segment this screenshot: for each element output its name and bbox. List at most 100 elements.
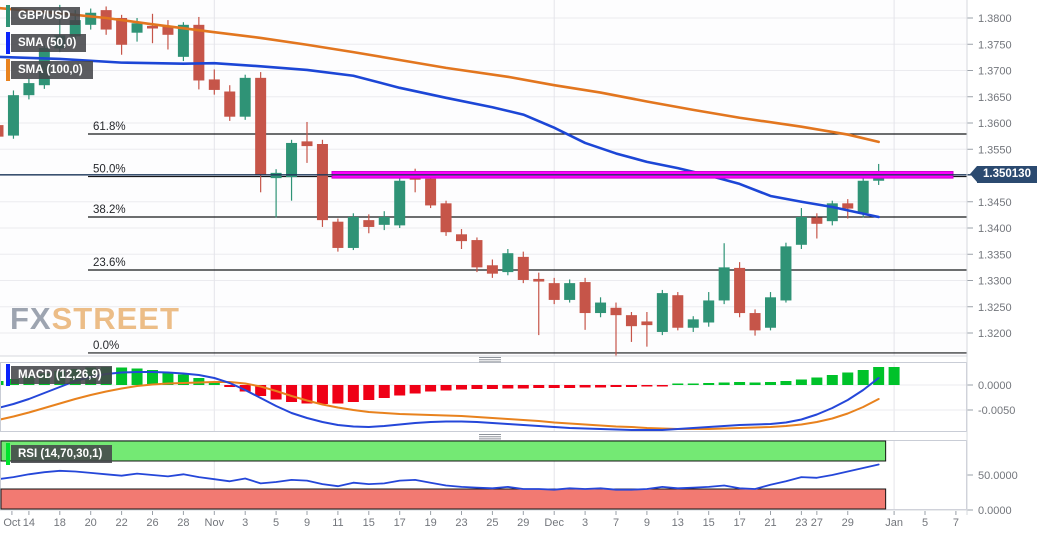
candle[interactable] xyxy=(85,8,97,30)
candle[interactable] xyxy=(239,74,251,120)
macd-histogram-bar[interactable] xyxy=(517,385,529,389)
candle[interactable] xyxy=(440,200,452,236)
candle-body[interactable] xyxy=(347,216,359,248)
candle[interactable] xyxy=(208,69,220,95)
price-axis[interactable]: 1.3800 1.3750 1.3700 1.3650 1.3600 1.3550 1.34… xyxy=(967,13,1018,517)
candle-body[interactable] xyxy=(23,83,35,96)
candle-body[interactable] xyxy=(224,91,236,117)
macd-histogram-bar[interactable] xyxy=(842,372,854,386)
candle[interactable] xyxy=(857,176,869,218)
candle-body[interactable] xyxy=(486,265,498,274)
macd-histogram-bar[interactable] xyxy=(718,382,730,386)
candle-body[interactable] xyxy=(440,203,452,233)
macd-histogram-bar[interactable] xyxy=(270,385,282,400)
candle-body[interactable] xyxy=(765,297,776,328)
candle-body[interactable] xyxy=(811,217,823,224)
candle-body[interactable] xyxy=(857,180,869,214)
candle[interactable] xyxy=(347,213,359,251)
candle-body[interactable] xyxy=(69,20,81,37)
candle-body[interactable] xyxy=(641,321,653,326)
macd-histogram-bar[interactable] xyxy=(888,367,900,385)
macd-histogram-bar[interactable] xyxy=(502,385,514,389)
candle[interactable] xyxy=(564,279,576,303)
macd-histogram-bar[interactable] xyxy=(301,385,313,404)
rsi-line[interactable] xyxy=(0,463,880,491)
macd-line[interactable] xyxy=(0,371,880,431)
candle[interactable] xyxy=(672,292,684,331)
macd-histogram-bar[interactable] xyxy=(857,370,869,385)
candle[interactable] xyxy=(703,292,715,327)
candle[interactable] xyxy=(23,78,35,100)
candle-body[interactable] xyxy=(255,77,267,176)
time-axis[interactable]: Oct 14 18 20 22 26 28 Nov 3 5 9 11 15 17 19 23 25 29 Dec 3 7… xyxy=(3,511,959,529)
macd-histogram-bar[interactable] xyxy=(595,385,607,388)
candle[interactable] xyxy=(610,302,622,357)
candle[interactable] xyxy=(316,139,328,227)
panel-resize-handle[interactable] xyxy=(479,434,501,440)
candle[interactable] xyxy=(486,259,498,278)
candle[interactable] xyxy=(641,312,653,347)
candle-body[interactable] xyxy=(116,18,128,45)
candle-body[interactable] xyxy=(363,220,375,227)
macd-histogram-bar[interactable] xyxy=(208,382,220,385)
candle-body[interactable] xyxy=(548,283,560,300)
candle-body[interactable] xyxy=(579,282,591,314)
candle[interactable] xyxy=(765,292,776,331)
macd-histogram-bar[interactable] xyxy=(641,385,653,387)
macd-histogram-bar[interactable] xyxy=(332,385,344,404)
candle[interactable] xyxy=(147,13,158,44)
candle[interactable] xyxy=(595,297,607,318)
candle-body[interactable] xyxy=(842,203,854,209)
macd-histogram-bar[interactable] xyxy=(131,368,143,386)
macd-histogram-bar[interactable] xyxy=(564,385,576,388)
candle[interactable] xyxy=(224,85,236,121)
candle-body[interactable] xyxy=(749,313,761,331)
candlestick-series[interactable] xyxy=(0,4,885,357)
candle[interactable] xyxy=(548,277,560,305)
candle-body[interactable] xyxy=(734,267,746,314)
macd-signal-line[interactable] xyxy=(0,381,880,430)
macd-histogram-bar[interactable] xyxy=(548,385,560,388)
macd-histogram-bar[interactable] xyxy=(625,385,637,387)
candle-body[interactable] xyxy=(502,253,514,273)
candle-body[interactable] xyxy=(286,142,298,178)
candle[interactable] xyxy=(425,175,437,209)
candle-body[interactable] xyxy=(595,302,607,314)
candle-body[interactable] xyxy=(0,125,4,137)
macd-histogram-bar[interactable] xyxy=(286,385,298,402)
macd-histogram-bar[interactable] xyxy=(409,385,421,394)
macd-histogram-bar[interactable] xyxy=(486,385,498,389)
macd-histogram-bar[interactable] xyxy=(734,382,746,385)
candle-body[interactable] xyxy=(301,141,313,147)
macd-badge[interactable]: MACD (12,26,9) xyxy=(6,364,112,386)
macd-histogram-bar[interactable] xyxy=(177,374,189,386)
macd-histogram-bar[interactable] xyxy=(255,385,267,396)
macd-histogram-bar[interactable] xyxy=(533,385,545,388)
candle-body[interactable] xyxy=(316,144,328,221)
candle-body[interactable] xyxy=(687,319,699,328)
candle-body[interactable] xyxy=(564,283,576,300)
candle-body[interactable] xyxy=(471,240,483,268)
candle[interactable] xyxy=(471,237,483,273)
candle-body[interactable] xyxy=(703,300,715,323)
candle[interactable] xyxy=(811,213,823,239)
macd-histogram-bar[interactable] xyxy=(826,375,838,385)
panel-resize-handle[interactable] xyxy=(479,357,501,363)
candle[interactable] xyxy=(301,121,313,163)
candle-body[interactable] xyxy=(239,77,251,117)
candle-body[interactable] xyxy=(718,267,730,301)
candle[interactable] xyxy=(780,242,792,303)
macd-histogram-bar[interactable] xyxy=(162,372,174,385)
candle[interactable] xyxy=(7,90,19,139)
candle-body[interactable] xyxy=(85,12,97,25)
candle-body[interactable] xyxy=(208,79,220,90)
candle[interactable] xyxy=(456,229,467,249)
candle[interactable] xyxy=(656,289,668,336)
candle-body[interactable] xyxy=(177,24,189,57)
macd-histogram-bar[interactable] xyxy=(811,377,823,386)
macd-histogram-bar[interactable] xyxy=(765,382,776,385)
macd-histogram-bar[interactable] xyxy=(456,385,467,390)
macd-histogram-bar[interactable] xyxy=(394,385,406,396)
candle-body[interactable] xyxy=(100,10,112,30)
candle[interactable] xyxy=(826,200,838,226)
